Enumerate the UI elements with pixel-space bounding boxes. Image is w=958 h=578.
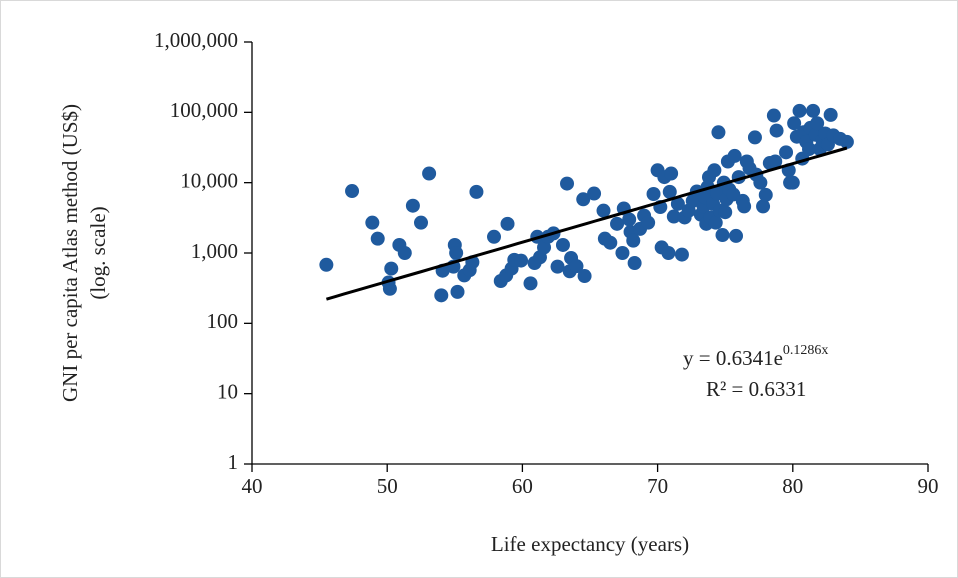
- data-point: [718, 205, 733, 220]
- data-point: [646, 187, 661, 202]
- y-tick-label: 100,000: [170, 98, 238, 122]
- data-point: [384, 261, 399, 276]
- x-tick-label: 80: [782, 474, 803, 498]
- data-point: [370, 231, 385, 246]
- data-point: [577, 269, 592, 284]
- data-point: [487, 229, 502, 244]
- data-point: [707, 163, 722, 178]
- data-point: [365, 215, 380, 230]
- data-point: [664, 166, 679, 181]
- data-point: [405, 198, 420, 213]
- data-point: [537, 240, 552, 255]
- data-point: [514, 253, 529, 268]
- data-point: [500, 216, 515, 231]
- data-point: [345, 184, 360, 199]
- data-point: [434, 288, 449, 303]
- data-point: [449, 246, 464, 260]
- data-point: [596, 203, 611, 218]
- data-point: [711, 125, 726, 140]
- equation-base: y = 0.6341e: [683, 346, 783, 370]
- x-tick-label: 40: [242, 474, 263, 498]
- y-tick-label: 1,000,000: [154, 28, 238, 52]
- data-point: [414, 215, 428, 230]
- data-point: [397, 246, 412, 260]
- data-point: [641, 215, 656, 230]
- x-tick-label: 70: [647, 474, 668, 498]
- data-point: [382, 281, 397, 296]
- x-tick-label: 90: [918, 474, 939, 498]
- data-point: [627, 256, 642, 271]
- y-tick-label: 10: [217, 379, 238, 403]
- data-point: [666, 209, 681, 224]
- data-point: [708, 215, 723, 230]
- data-point: [727, 148, 742, 163]
- data-point: [576, 192, 591, 207]
- data-point: [674, 247, 689, 262]
- equation-exponent: 0.1286x: [783, 343, 829, 358]
- data-point: [615, 246, 630, 260]
- data-point: [806, 103, 821, 118]
- x-axis-label: Life expectancy (years): [491, 532, 689, 556]
- data-point: [523, 276, 538, 291]
- data-point: [587, 186, 602, 201]
- data-point: [555, 237, 570, 252]
- y-axis-label: GNI per capita Atlas method (US$): [58, 104, 82, 402]
- data-point: [469, 184, 484, 199]
- trendline: [325, 146, 848, 301]
- data-point: [662, 184, 677, 199]
- data-point: [729, 228, 744, 243]
- data-point: [756, 199, 771, 214]
- data-point: [569, 259, 584, 274]
- data-point: [737, 199, 752, 214]
- data-point: [802, 142, 817, 157]
- data-point: [810, 116, 825, 131]
- data-point: [661, 246, 676, 260]
- data-point: [747, 130, 762, 145]
- data-point: [769, 123, 784, 138]
- y-axis-note: (log. scale): [86, 206, 110, 299]
- data-point: [779, 145, 794, 160]
- trendline-equation: y = 0.6341e0.1286x: [683, 343, 828, 370]
- data-point: [422, 166, 437, 181]
- data-point: [715, 228, 730, 243]
- data-point: [626, 233, 641, 248]
- data-point: [319, 257, 334, 272]
- data-point: [758, 187, 773, 202]
- data-point: [670, 196, 685, 211]
- data-point: [768, 154, 783, 169]
- data-point: [792, 103, 807, 118]
- data-point: [450, 284, 465, 299]
- data-point: [603, 235, 618, 250]
- data-point: [839, 134, 854, 149]
- x-tick-label: 60: [512, 474, 533, 498]
- y-tick-label: 10,000: [180, 168, 238, 192]
- r-squared: R² = 0.6331: [706, 377, 806, 401]
- data-point: [550, 259, 565, 274]
- data-point: [766, 108, 781, 123]
- data-point: [823, 107, 838, 122]
- data-point: [610, 216, 625, 231]
- y-tick-label: 1,000: [191, 239, 238, 263]
- y-tick-label: 100: [207, 309, 239, 333]
- x-tick-label: 50: [377, 474, 398, 498]
- data-point: [785, 175, 800, 190]
- data-point: [787, 116, 802, 131]
- data-point: [753, 175, 768, 190]
- data-point: [560, 176, 575, 191]
- y-tick-label: 1: [228, 450, 239, 474]
- data-point: [622, 212, 637, 227]
